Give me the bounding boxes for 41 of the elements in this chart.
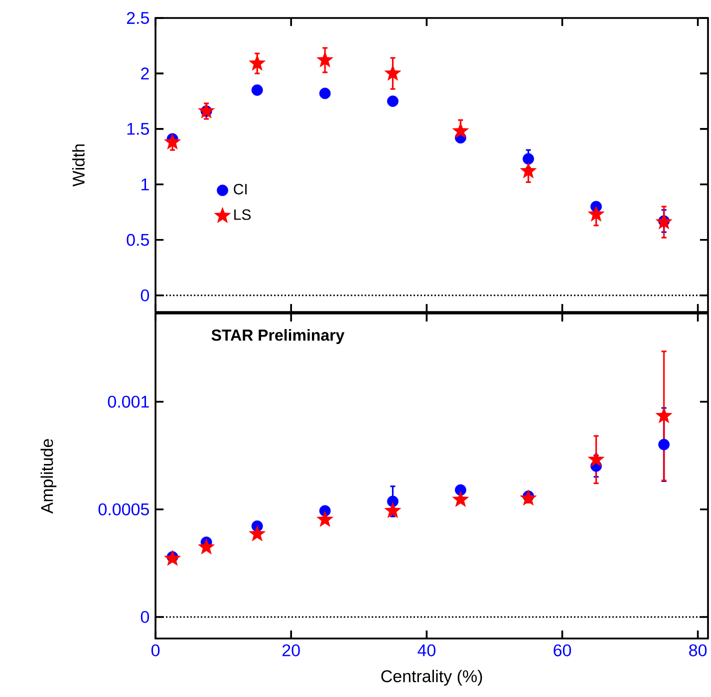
point xyxy=(316,510,334,527)
point xyxy=(655,406,672,424)
point xyxy=(452,490,470,507)
y-axis-title: Amplitude xyxy=(40,439,56,514)
point xyxy=(658,438,670,450)
point xyxy=(655,213,672,230)
point xyxy=(198,538,215,555)
y-tick-label: 2.5 xyxy=(126,12,149,24)
point xyxy=(520,162,537,178)
point xyxy=(164,133,182,150)
point xyxy=(454,484,466,496)
y-tick-label: 0.001 xyxy=(108,396,149,408)
point xyxy=(522,153,534,165)
x-tick-label: 40 xyxy=(418,644,436,656)
point xyxy=(198,102,215,118)
point xyxy=(248,525,266,542)
point xyxy=(387,95,398,107)
point xyxy=(520,489,537,506)
x-tick-label: 60 xyxy=(554,644,572,656)
point xyxy=(316,51,334,68)
point xyxy=(164,550,182,566)
y-tick-label: 1.5 xyxy=(127,123,149,135)
y-tick-label: 1 xyxy=(142,178,149,190)
x-tick-label: 20 xyxy=(282,644,300,656)
y-tick-label: 0 xyxy=(140,289,150,302)
legend-label: CI xyxy=(234,184,247,194)
y-tick-label: 0.0005 xyxy=(98,503,149,516)
y-tick-label: 0.5 xyxy=(126,234,149,246)
x-axis-title: Centrality (%) xyxy=(381,670,482,686)
point xyxy=(251,84,263,96)
annotation: STAR Preliminary xyxy=(212,329,344,344)
point xyxy=(588,205,605,222)
x-tick-label: 80 xyxy=(689,644,707,656)
y-tick-label: 2 xyxy=(141,68,149,80)
point xyxy=(319,88,331,100)
legend-label: LS xyxy=(234,209,251,220)
x-tick-label: 0 xyxy=(151,644,160,656)
point xyxy=(588,450,605,467)
y-tick-label: 0 xyxy=(140,610,150,623)
point xyxy=(452,122,470,138)
y-axis-title: Width xyxy=(72,144,85,187)
